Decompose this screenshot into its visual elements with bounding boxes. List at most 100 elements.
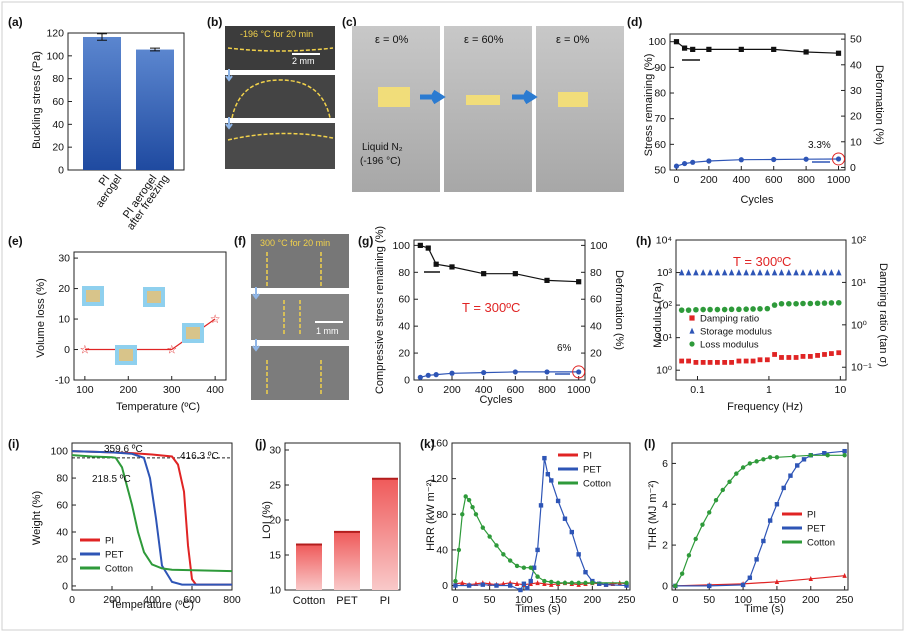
k-cotton-point [562, 580, 568, 586]
i-ytick-label: 0 [62, 580, 68, 592]
h-storage-point [786, 269, 792, 276]
h-legend-marker-point [689, 327, 695, 334]
g-stress-point [417, 242, 423, 248]
i-xtick-label: 400 [143, 594, 161, 606]
panel-j-label: (j) [255, 437, 266, 451]
panel-c-caption-1: Liquid N₂ [362, 142, 403, 153]
d-y2tick-label: 10 [850, 136, 862, 148]
panel-b-scalebar-label: 2 mm [292, 56, 315, 66]
l-cotton-point [791, 454, 797, 459]
h-damping-point [700, 360, 706, 365]
a-bar [83, 36, 121, 170]
k-xtick-label: 250 [618, 594, 636, 606]
k-cotton-point [590, 580, 595, 586]
l-pet-point [842, 448, 847, 454]
g-deformation-point [433, 372, 439, 378]
h-storage-point [743, 269, 749, 276]
k-pet-point [549, 478, 554, 483]
k-pet-point [531, 565, 537, 570]
h-y2tick-label: 10⁰ [851, 319, 868, 331]
l-cotton-point [693, 536, 698, 542]
d-stress-point [835, 50, 842, 56]
k-pet-point [494, 583, 499, 588]
k-cotton-point [624, 580, 629, 586]
k-ytick-label: 80 [436, 509, 448, 521]
l-pi-point [774, 579, 780, 585]
panel-e-sample-300 [147, 291, 161, 303]
l-cotton-point [679, 571, 685, 576]
panel-b: (b) -196 °C for 20 min 2 mm [207, 15, 335, 169]
h-damping-point [736, 358, 742, 364]
g-stress-point [512, 271, 518, 277]
j-bar [334, 531, 360, 590]
h-loss-point [743, 306, 749, 312]
l-pet-point [754, 557, 759, 562]
panel-e-sample-200 [119, 349, 133, 361]
g-deformation-point [449, 370, 455, 376]
h-damping-point [772, 352, 777, 357]
k-ytick-label: 160 [430, 438, 448, 450]
g-stress-point [544, 277, 550, 283]
j-ytick-label: 10 [269, 585, 281, 597]
k-ytick-label: 120 [430, 473, 448, 485]
h-ytick-label: 10¹ [657, 332, 673, 344]
l-legend-label: PI [807, 510, 816, 521]
k-cotton-point [555, 580, 561, 586]
h-damping-point [807, 354, 813, 359]
panel-b-outline-2 [231, 79, 331, 119]
h-storage-point [757, 269, 763, 276]
h-storage-point [835, 269, 842, 276]
e-xtick-label: 300 [163, 384, 181, 396]
h-ytick-label: 10⁴ [656, 235, 672, 247]
e-xtick-label: 400 [206, 384, 224, 396]
i-ytick-label: 80 [56, 473, 68, 485]
k-pi-point [460, 580, 465, 586]
j-ytick-label: 30 [269, 445, 281, 457]
k-cotton-point [507, 558, 513, 563]
panel-c: (c) ε = 0% ε = 60% ε = 0% Liquid N₂ (-19… [342, 15, 624, 192]
h-storage-point [736, 269, 742, 276]
panel-a-ylabel: Buckling stress (Pa) [31, 51, 43, 149]
k-pet-point [576, 552, 581, 557]
l-xtick-label: 250 [836, 594, 854, 606]
h-damping-point [722, 360, 728, 365]
g-y2tick-label: 0 [590, 375, 596, 387]
h-storage-point [821, 269, 828, 276]
h-damping-point [836, 350, 842, 356]
h-legend-label: Damping ratio [700, 314, 759, 325]
h-loss-point [707, 306, 713, 313]
g-stress-point [481, 271, 487, 277]
l-pet-point [795, 463, 800, 468]
g-ytick-label: 20 [398, 348, 410, 360]
h-loss-point [678, 307, 685, 313]
k-pet-point [528, 578, 533, 584]
h-damping-point [729, 360, 734, 365]
i-ytick-label: 20 [56, 553, 68, 565]
h-damping-point [815, 353, 820, 358]
k-xtick-label: 50 [484, 594, 496, 606]
k-legend-label: Cotton [583, 479, 611, 490]
l-xtick-label: 100 [734, 594, 752, 606]
h-storage-point [778, 269, 785, 276]
k-cotton-point [501, 552, 506, 557]
h-storage-point [693, 269, 699, 276]
h-loss-point [764, 305, 771, 312]
g-xtick-label: 0 [417, 384, 423, 396]
panel-j-ylabel: LOI (%) [261, 501, 273, 539]
k-ytick-label: 40 [436, 544, 448, 556]
g-y2tick-label: 20 [590, 348, 602, 360]
i-ytick-label: 40 [56, 527, 68, 539]
l-cotton-point [842, 453, 847, 458]
panel-c-arrow-1 [420, 89, 446, 105]
d-ytick-label: 100 [648, 36, 666, 48]
k-xtick-label: 200 [584, 594, 602, 606]
j-ytick-label: 20 [269, 515, 281, 527]
k-ytick-label: 0 [442, 580, 448, 592]
k-cotton-point [542, 578, 547, 584]
k-cotton-point [470, 504, 475, 510]
h-y2tick-label: 10¹ [851, 277, 867, 289]
a-bar [136, 49, 174, 170]
d-deformation-point [681, 160, 688, 167]
e-ytick-label: 0 [64, 344, 70, 356]
a-ytick-label: 120 [46, 28, 64, 40]
